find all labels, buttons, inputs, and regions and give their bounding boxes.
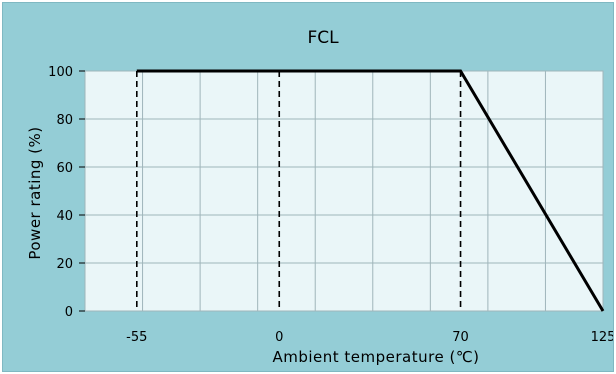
y-axis-ticks: 0 20 40 60 80 100 [48, 65, 85, 320]
x-tick-label: -55 [126, 330, 147, 345]
y-tick-label: 20 [56, 257, 73, 272]
x-tick-label: 125 [591, 330, 613, 345]
chart-title: FCL [307, 28, 339, 48]
y-tick-label: 0 [65, 305, 73, 320]
plot-area [84, 70, 604, 312]
derating-chart: FCL 0 20 40 60 80 100 -55 0 70 125 Ambient tempe… [26, 28, 613, 366]
series-layer [136, 69, 605, 312]
x-tick-label: 70 [452, 330, 469, 345]
y-axis-label: Power rating (%) [26, 126, 44, 259]
x-tick-label: 0 [275, 330, 283, 345]
x-axis-ticks: -55 0 70 125 [126, 330, 613, 345]
derating-curve [136, 69, 605, 312]
y-tick-label: 80 [56, 113, 73, 128]
x-axis-label: Ambient temperature (℃) [272, 348, 479, 366]
y-tick-label: 40 [56, 209, 73, 224]
y-tick-label: 100 [48, 65, 73, 80]
grid [85, 71, 603, 311]
y-tick-label: 60 [56, 161, 73, 176]
reference-lines [136, 71, 462, 311]
